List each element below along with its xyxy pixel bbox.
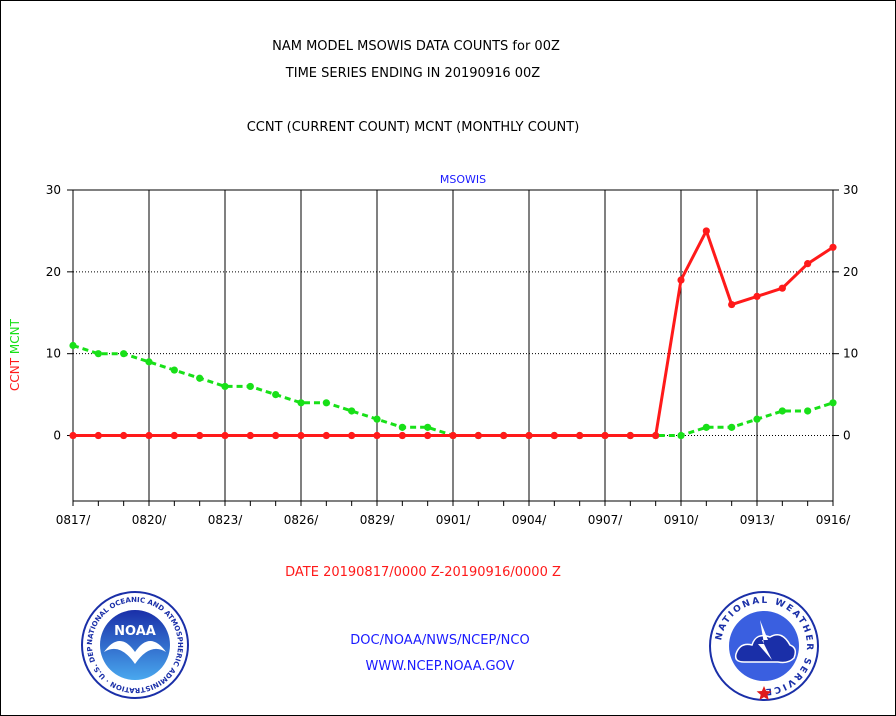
data-point-ccnt bbox=[778, 284, 786, 292]
data-point-mcnt bbox=[424, 423, 432, 431]
chart-title-line3: CCNT (CURRENT COUNT) MCNT (MONTHLY COUNT… bbox=[246, 120, 580, 135]
data-point-ccnt bbox=[652, 431, 660, 440]
data-point-mcnt bbox=[272, 391, 280, 399]
nws-logo: NATIONAL WEATHER SERVICE bbox=[709, 591, 819, 701]
data-point-mcnt bbox=[297, 399, 305, 407]
x-tick-label: 0901/ bbox=[436, 513, 472, 527]
data-point-ccnt bbox=[69, 431, 77, 440]
x-tick-label: 0826/ bbox=[284, 513, 320, 527]
data-point-ccnt bbox=[474, 431, 482, 440]
data-point-ccnt bbox=[145, 431, 153, 440]
x-tick-label: 0817/ bbox=[56, 513, 92, 527]
data-point-ccnt bbox=[221, 431, 229, 440]
data-point-ccnt bbox=[272, 431, 280, 440]
data-point-mcnt bbox=[753, 415, 761, 423]
date-range-label: DATE 20190817/0000 Z-20190916/0000 Z bbox=[285, 565, 561, 580]
data-point-mcnt bbox=[196, 374, 204, 382]
data-point-ccnt bbox=[728, 300, 736, 309]
x-tick-label: 0823/ bbox=[208, 513, 244, 527]
y-axis-label: CCNT MCNT bbox=[8, 318, 22, 391]
x-tick-label: 0913/ bbox=[740, 513, 776, 527]
data-point-ccnt bbox=[94, 431, 102, 440]
x-tick-label: 0820/ bbox=[132, 513, 168, 527]
data-point-mcnt bbox=[170, 366, 178, 374]
website-label: WWW.NCEP.NOAA.GOV bbox=[365, 659, 515, 674]
y-tick-label-right: 10 bbox=[843, 347, 858, 361]
data-point-ccnt bbox=[626, 431, 634, 440]
noaa-logo: NATIONAL OCEANIC AND ATMOSPHERIC ADMINIS… bbox=[80, 590, 189, 699]
y-tick-label-left: 10 bbox=[46, 347, 61, 361]
data-point-ccnt bbox=[753, 292, 761, 300]
data-point-mcnt bbox=[69, 341, 77, 350]
data-point-mcnt bbox=[145, 358, 153, 366]
data-point-ccnt bbox=[525, 431, 533, 440]
data-point-ccnt bbox=[297, 431, 305, 440]
data-point-mcnt bbox=[348, 407, 356, 415]
y-tick-label-left: 30 bbox=[46, 183, 61, 197]
data-point-ccnt bbox=[500, 431, 508, 440]
data-point-ccnt bbox=[120, 431, 128, 440]
data-point-ccnt bbox=[601, 431, 609, 440]
data-point-ccnt bbox=[550, 431, 558, 440]
data-point-mcnt bbox=[829, 399, 837, 407]
x-tick-label: 0829/ bbox=[360, 513, 396, 527]
data-point-ccnt bbox=[322, 431, 330, 440]
data-point-mcnt bbox=[94, 350, 102, 358]
y-tick-label-left: 0 bbox=[53, 429, 61, 443]
data-point-mcnt bbox=[373, 415, 381, 423]
data-point-ccnt bbox=[702, 227, 710, 235]
data-point-ccnt bbox=[373, 431, 381, 440]
data-point-mcnt bbox=[728, 423, 736, 431]
y-tick-label-left: 20 bbox=[46, 265, 61, 279]
y-tick-label-right: 20 bbox=[843, 265, 858, 279]
data-point-mcnt bbox=[120, 350, 128, 358]
x-tick-label: 0907/ bbox=[588, 513, 624, 527]
y-axis-label-ccnt: CCNT bbox=[8, 354, 22, 391]
data-point-ccnt bbox=[246, 431, 254, 440]
noaa-logo-text: NOAA bbox=[114, 624, 156, 639]
chart-title-line1: NAM MODEL MSOWIS DATA COUNTS for 00Z bbox=[272, 39, 560, 54]
data-point-mcnt bbox=[702, 423, 710, 431]
data-point-mcnt bbox=[221, 382, 229, 391]
data-point-mcnt bbox=[778, 407, 786, 415]
data-point-mcnt bbox=[322, 399, 330, 407]
data-point-mcnt bbox=[246, 382, 254, 391]
data-point-ccnt bbox=[449, 431, 457, 440]
y-tick-label-right: 0 bbox=[843, 429, 851, 443]
data-point-ccnt bbox=[348, 431, 356, 440]
data-point-mcnt bbox=[398, 423, 406, 431]
data-point-ccnt bbox=[398, 431, 406, 440]
panel-title: MSOWIS bbox=[440, 173, 486, 186]
data-point-ccnt bbox=[576, 431, 584, 440]
x-tick-label: 0904/ bbox=[512, 513, 548, 527]
chart-title-line2: TIME SERIES ENDING IN 20190916 00Z bbox=[285, 66, 541, 81]
data-point-ccnt bbox=[170, 431, 178, 440]
data-point-ccnt bbox=[677, 276, 685, 284]
y-axis-label-mcnt: MCNT bbox=[8, 318, 22, 354]
data-point-ccnt bbox=[196, 431, 204, 440]
data-point-ccnt bbox=[829, 243, 837, 251]
data-point-mcnt bbox=[804, 407, 812, 415]
org-path-label: DOC/NOAA/NWS/NCEP/NCO bbox=[350, 633, 530, 648]
x-tick-label: 0916/ bbox=[816, 513, 852, 527]
data-point-ccnt bbox=[424, 431, 432, 440]
x-tick-label: 0910/ bbox=[664, 513, 700, 527]
y-tick-label-right: 30 bbox=[843, 183, 858, 197]
data-point-ccnt bbox=[804, 260, 812, 268]
data-point-mcnt bbox=[677, 431, 685, 440]
